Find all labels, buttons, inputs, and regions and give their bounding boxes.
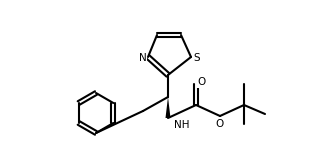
Text: O: O — [216, 119, 224, 129]
Text: NH: NH — [174, 120, 189, 130]
Text: N: N — [139, 53, 147, 63]
Polygon shape — [165, 97, 171, 118]
Text: O: O — [197, 77, 205, 87]
Text: S: S — [194, 53, 200, 63]
